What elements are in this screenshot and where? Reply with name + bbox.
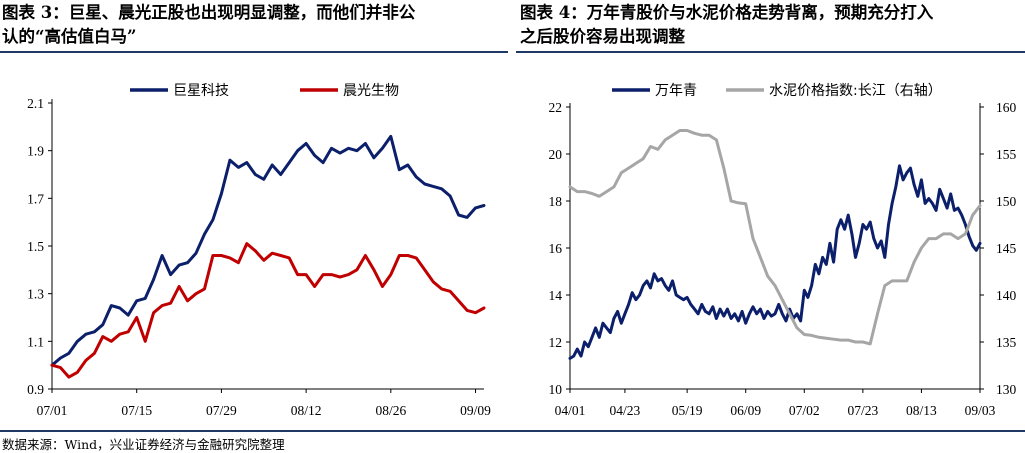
- chart1-y-tick-label: 1.9: [27, 144, 44, 159]
- source-rule: [0, 430, 1025, 432]
- chart2-x-tick-label: 07/02: [789, 403, 820, 418]
- chart1-x-tick-label: 09/09: [460, 403, 491, 418]
- chart2-y2-tick-label: 135: [996, 335, 1017, 350]
- right-chart-title-line1: 图表 4：万年青股价与水泥价格走势背离，预期充分打入: [520, 3, 934, 22]
- chart2-y2-tick-label: 160: [996, 100, 1017, 115]
- chart2-x-tick-label: 04/01: [555, 403, 586, 418]
- chart2-x-tick-label: 07/23: [847, 403, 878, 418]
- chart2-y2-tick-label: 155: [996, 147, 1017, 162]
- chart2-y-tick-label: 20: [549, 147, 563, 162]
- chart2-series-1-line: [568, 164, 982, 360]
- chart2-y2-tick-label: 130: [996, 382, 1017, 397]
- chart2-legend-label-2: 水泥价格指数:长江（右轴）: [769, 83, 942, 99]
- chart2-y-tick-label: 10: [549, 382, 563, 397]
- source-note: 数据来源：Wind，兴业证券经济与金融研究院整理: [2, 437, 285, 452]
- chart2-y-tick-label: 16: [549, 241, 563, 256]
- chart1-series-2-line: [50, 242, 486, 379]
- chart1-y-tick-label: 2.1: [27, 96, 44, 111]
- chart2-y2-tick-label: 145: [996, 241, 1017, 256]
- chart2-x-tick-label: 09/03: [965, 403, 996, 418]
- chart2-x-tick-label: 06/09: [730, 403, 761, 418]
- chart1-y-tick-label: 1.7: [27, 191, 44, 206]
- chart1-x-tick-label: 07/29: [206, 403, 237, 418]
- left-chart-title-line2: 认的“高估值白马”: [2, 27, 137, 46]
- left-title-rule: [0, 51, 508, 53]
- chart2-legend-label-1: 万年青: [655, 83, 697, 99]
- chart1-x-tick-label: 07/01: [37, 403, 68, 418]
- chart2-x-tick-label: 05/19: [672, 403, 703, 418]
- chart2-x-tick-label: 04/23: [610, 403, 641, 418]
- chart1-x-tick-label: 08/26: [375, 403, 406, 418]
- chart1-series-1-line: [50, 134, 486, 367]
- chart2-y-tick-label: 12: [549, 335, 563, 350]
- chart2-x-tick-label: 08/13: [906, 403, 937, 418]
- chart1-x-tick-label: 08/12: [291, 403, 322, 418]
- chart1-y-tick-label: 0.9: [27, 382, 44, 397]
- chart1-y-tick-label: 1.5: [27, 239, 44, 254]
- chart2-y-tick-label: 14: [549, 288, 563, 303]
- chart1-y-tick-label: 1.1: [27, 334, 44, 349]
- chart2-series-2-line: [568, 129, 982, 346]
- left-chart-title-line1: 图表 3：巨星、晨光正股也出现明显调整，而他们并非公: [2, 3, 416, 22]
- chart2-y2-tick-label: 140: [996, 288, 1017, 303]
- chart1-legend-label-2: 晨光生物: [343, 83, 399, 99]
- chart2-y2-tick-label: 150: [996, 194, 1017, 209]
- chart1-legend-label-1: 巨星科技: [173, 83, 229, 99]
- right-title-rule: [516, 51, 1025, 53]
- right-chart-title-line2: 之后股价容易出现调整: [520, 27, 685, 46]
- chart1-x-tick-label: 07/15: [121, 403, 152, 418]
- chart1-y-tick-label: 1.3: [27, 287, 44, 302]
- chart2-y-tick-label: 18: [549, 194, 563, 209]
- chart2-y-tick-label: 22: [549, 100, 563, 115]
